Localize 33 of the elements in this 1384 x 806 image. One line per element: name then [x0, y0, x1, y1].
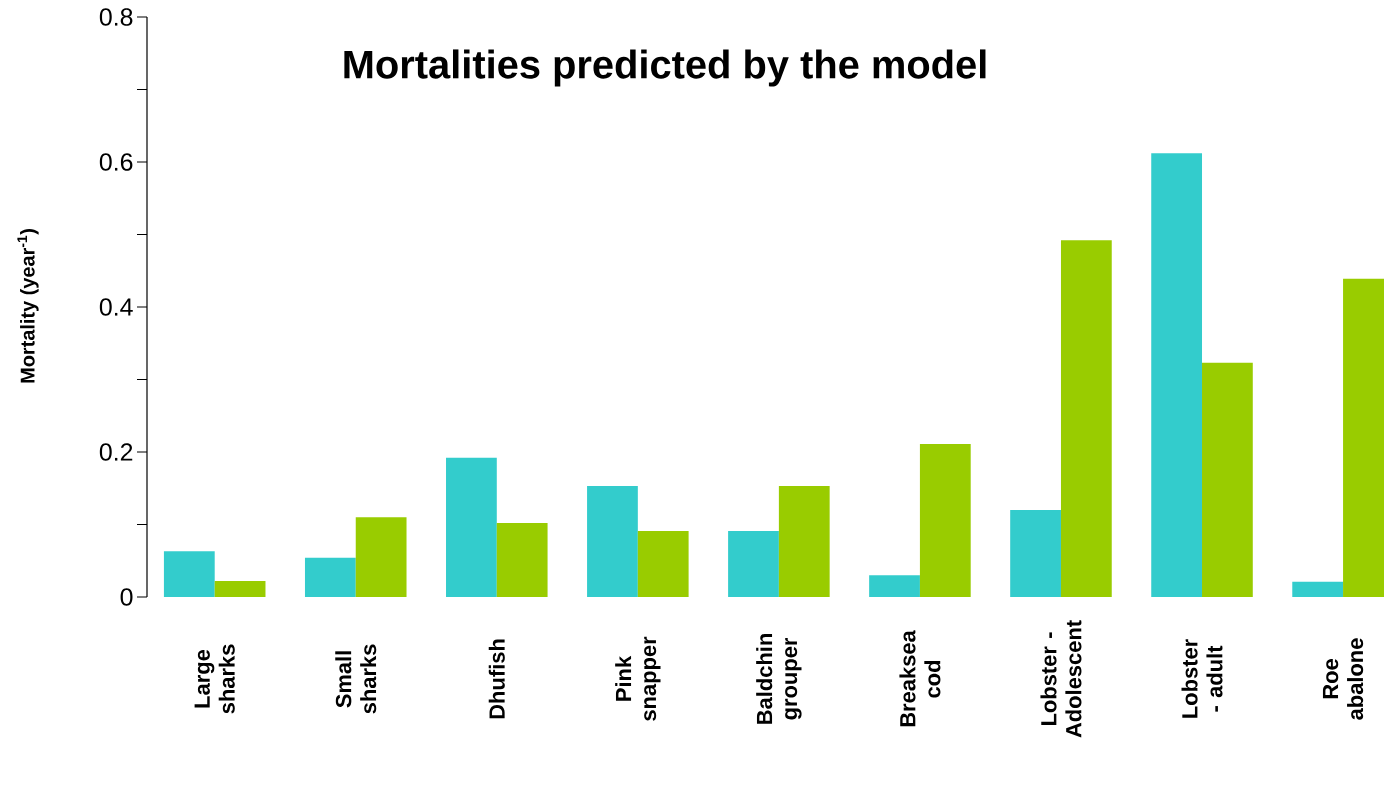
- x-tick-label: Small sharks: [335, 644, 377, 714]
- bar: [587, 486, 638, 597]
- y-axis-title: Mortality (year$^{-1}$): [17, 229, 39, 383]
- bar: [778, 486, 830, 597]
- text: Mortalities predicted by the model: [344, 49, 986, 87]
- bar: [1151, 153, 1203, 597]
- bar: [446, 457, 497, 597]
- x-tick-label: Lobster - adult: [1181, 639, 1223, 718]
- y-tick-label: 0.4: [99, 298, 133, 316]
- bar: [637, 531, 689, 597]
- bar: [1010, 510, 1061, 597]
- x-tick-label: Baldchin grouper: [756, 634, 802, 724]
- x-tick-label: Lobster - Adolescent: [1040, 620, 1082, 738]
- bar: [1292, 581, 1344, 597]
- y-tick-label: 0.6: [99, 153, 133, 171]
- x-tick-label: Breaksea cod: [899, 630, 941, 727]
- bar: [869, 575, 920, 597]
- y-tick-label: 0: [120, 588, 133, 606]
- bar: [496, 523, 548, 597]
- x-tick-label: Roe abalone: [1322, 638, 1364, 720]
- bar: [728, 531, 779, 597]
- bar: [1060, 240, 1112, 597]
- x-tick-label: Large sharks: [194, 644, 235, 714]
- x-tick-label: Dhufish: [488, 639, 505, 719]
- x-tick-label: Pink snapper: [615, 636, 661, 721]
- bar: [214, 581, 266, 597]
- y-tick-label: 0.8: [99, 8, 133, 26]
- bar: [163, 551, 215, 597]
- bar: [1202, 362, 1253, 597]
- y-tick-label: 0.2: [99, 443, 133, 461]
- bar: [304, 557, 356, 597]
- bar: [355, 517, 407, 597]
- bar: [919, 444, 971, 597]
